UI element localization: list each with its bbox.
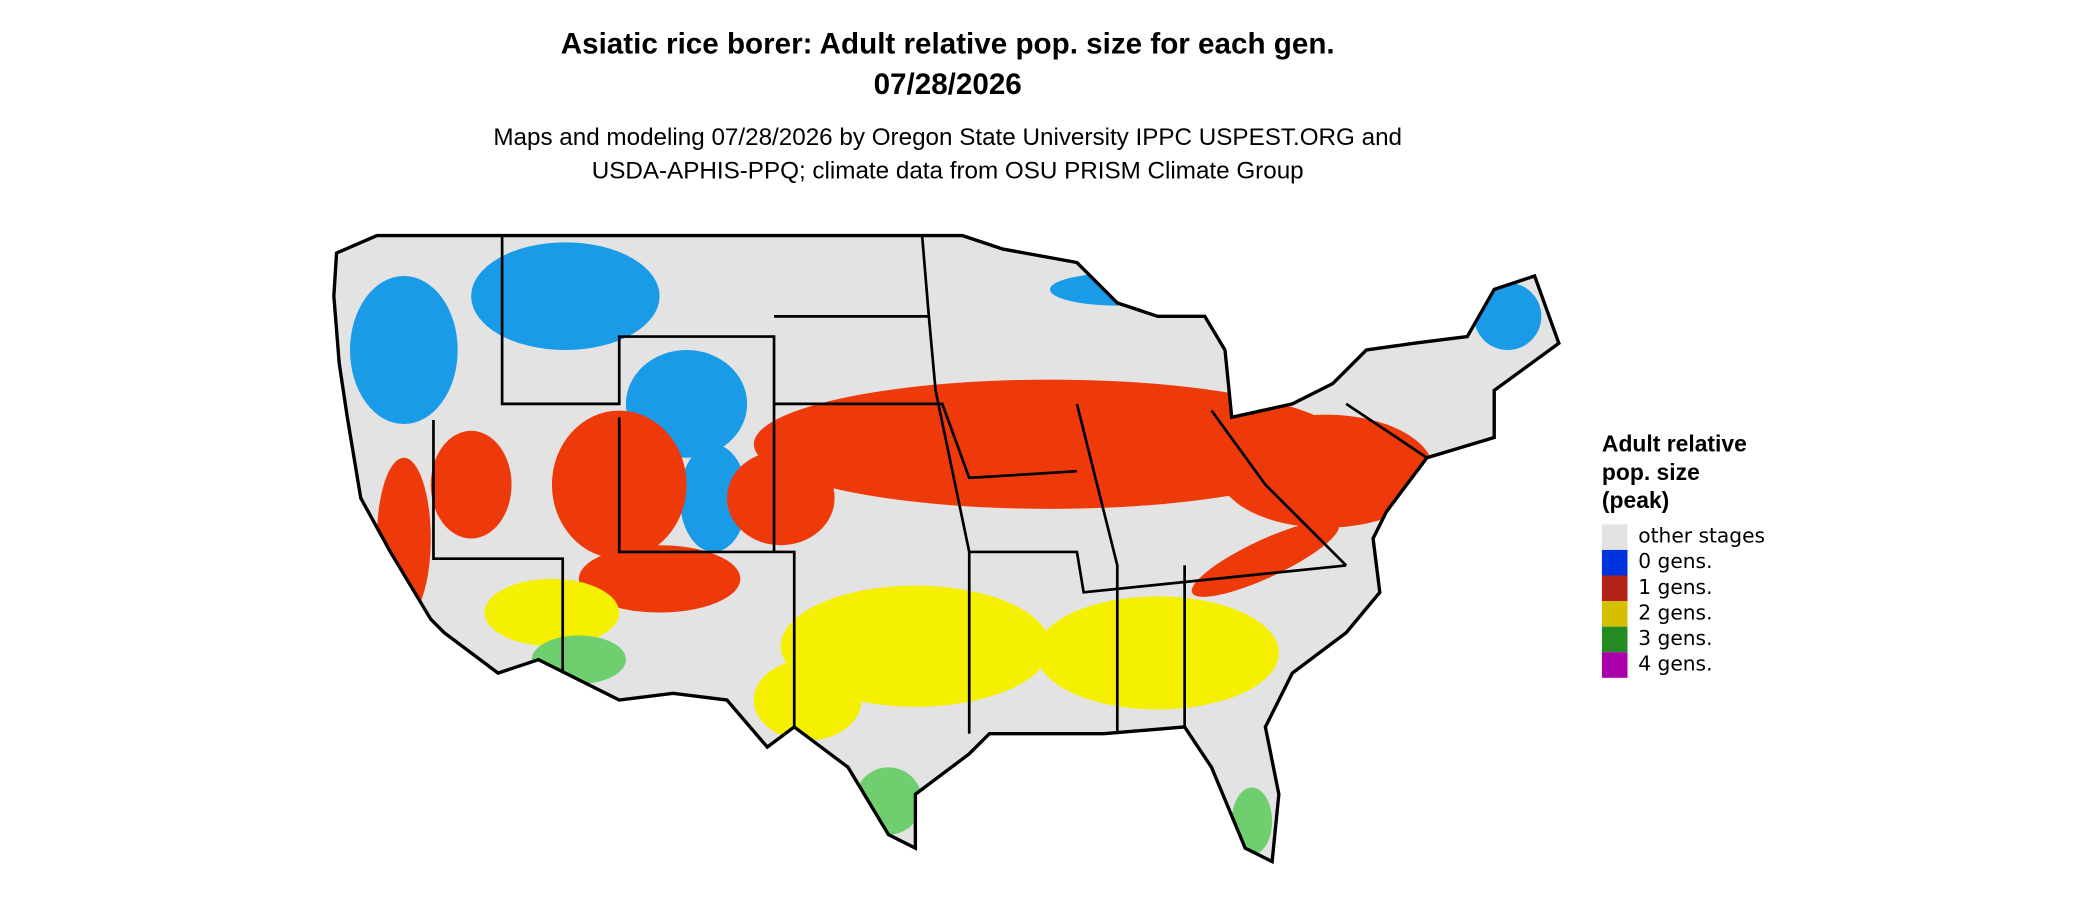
map-subtitle: Maps and modeling 07/28/2026 by Oregon S… (493, 124, 1402, 151)
legend-label: other stages (1638, 524, 1765, 548)
legend-label: 1 gens. (1638, 575, 1712, 599)
legend-label: 3 gens. (1638, 626, 1712, 650)
gen-regions (350, 235, 1542, 855)
map-title: Asiatic rice borer: Adult relative pop. … (561, 28, 1335, 61)
legend-title: Adult relative (1602, 431, 1747, 457)
legend-label: 4 gens. (1638, 652, 1712, 676)
state-lines (432, 235, 1428, 734)
map-date: 07/28/2026 (874, 68, 1022, 101)
us-map (332, 233, 1561, 865)
legend-swatch (1601, 549, 1628, 576)
legend-swatch (1601, 626, 1628, 653)
us-outline (332, 233, 1561, 865)
legend-title: pop. size (1602, 459, 1700, 485)
legend-swatch (1601, 575, 1628, 602)
map-subtitle: USDA-APHIS-PPQ; climate data from OSU PR… (592, 158, 1304, 185)
legend-swatch (1601, 652, 1628, 678)
legend-label: 0 gens. (1638, 549, 1712, 573)
legend-title: (peak) (1602, 487, 1669, 513)
legend-label: 2 gens. (1638, 600, 1712, 624)
legend-swatch (1601, 601, 1628, 627)
legend-swatch (1601, 524, 1628, 550)
zone-2-gens (484, 578, 1279, 741)
